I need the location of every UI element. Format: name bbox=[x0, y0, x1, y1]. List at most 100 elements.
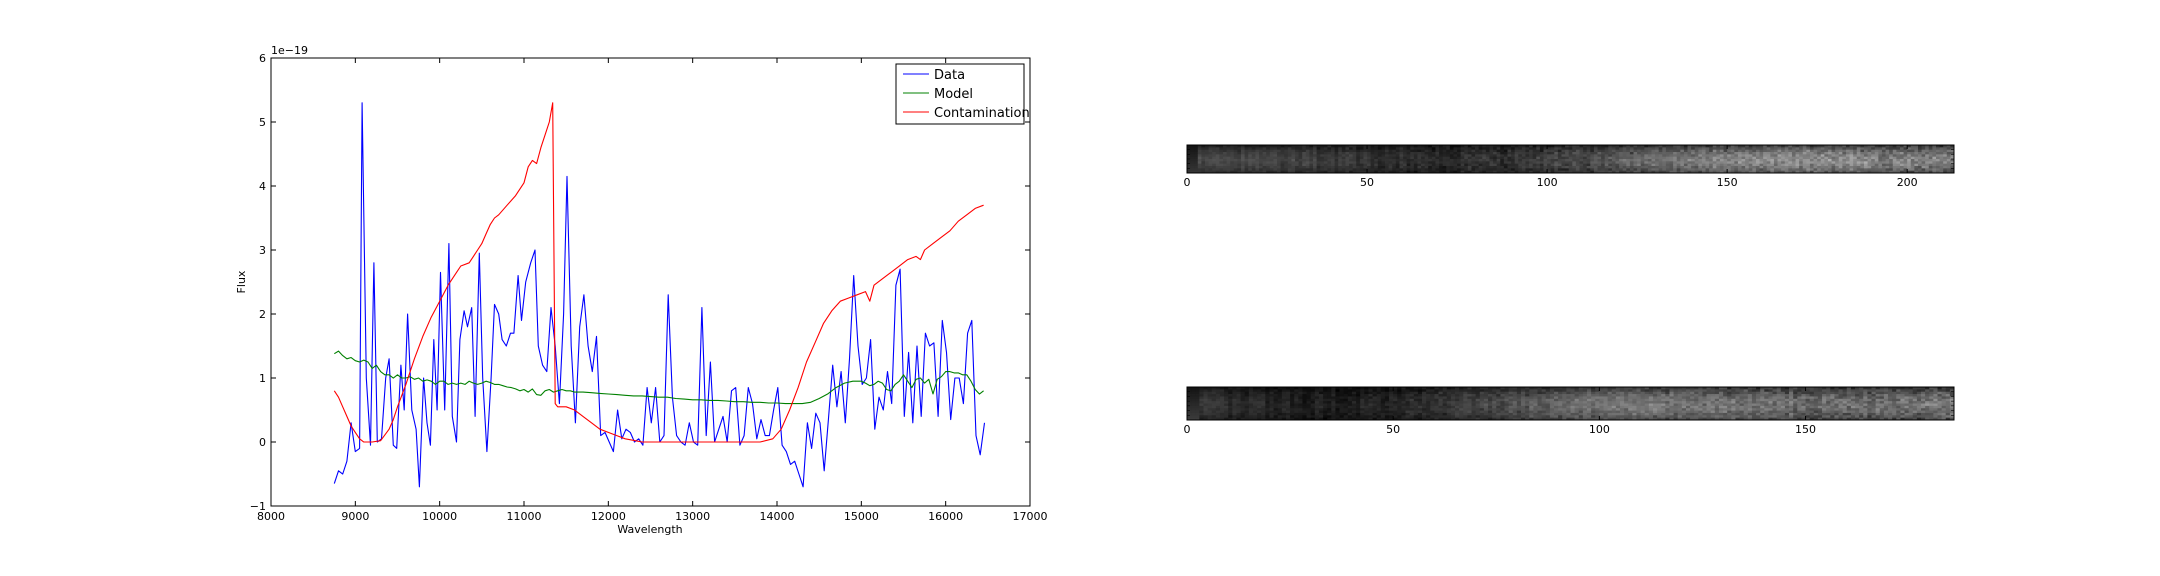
heatmap-cell bbox=[1554, 147, 1559, 151]
heatmap-cell bbox=[1195, 391, 1200, 395]
heatmap-cell bbox=[1731, 387, 1736, 390]
heatmap-cell bbox=[1932, 145, 1937, 148]
heatmap-cell bbox=[1813, 154, 1818, 158]
heatmap-cell bbox=[1881, 149, 1886, 153]
heatmap-cell bbox=[1516, 412, 1522, 416]
heatmap-cell bbox=[1568, 147, 1573, 151]
heatmap-cell bbox=[1813, 394, 1819, 397]
heatmap-cell bbox=[1529, 394, 1534, 397]
heatmap-cell bbox=[1251, 156, 1256, 160]
heatmap-cell bbox=[1723, 156, 1728, 160]
heatmap-cell bbox=[1730, 152, 1735, 155]
heatmap-cell bbox=[1446, 152, 1451, 155]
heatmap-cell bbox=[1842, 394, 1848, 397]
heatmap-cell bbox=[1845, 163, 1850, 167]
heatmap-cell bbox=[1632, 405, 1637, 409]
heatmap-cell bbox=[1430, 412, 1435, 416]
heatmap-cell bbox=[1372, 389, 1378, 393]
heatmap-cell bbox=[1389, 389, 1394, 393]
heatmap-cell bbox=[1859, 389, 1864, 393]
heatmap-cell bbox=[1380, 387, 1386, 390]
heatmap-cell bbox=[1608, 145, 1613, 148]
y-tick-label: 2 bbox=[259, 308, 266, 321]
heatmap-cell bbox=[1795, 161, 1800, 165]
heatmap-cell bbox=[1582, 389, 1588, 393]
heatmap-cell bbox=[1248, 394, 1254, 397]
heatmap-cell bbox=[1422, 405, 1427, 409]
heatmap-cell bbox=[1685, 415, 1691, 419]
heatmap-cell bbox=[1863, 147, 1868, 151]
heatmap-cell bbox=[1776, 387, 1782, 390]
heatmap-cell bbox=[1457, 170, 1462, 174]
heatmap-cell bbox=[1597, 166, 1602, 169]
heatmap-cell bbox=[1302, 149, 1307, 153]
heatmap-cell bbox=[1611, 170, 1616, 174]
heatmap-cell bbox=[1665, 170, 1670, 174]
heatmap-cell bbox=[1259, 170, 1264, 174]
heatmap-cell bbox=[1236, 410, 1241, 414]
heatmap-cell bbox=[1784, 405, 1790, 409]
heatmap-cell bbox=[1413, 154, 1418, 158]
heatmap-cell bbox=[1806, 163, 1811, 167]
heatmap-cell bbox=[1541, 405, 1547, 409]
heatmap-cell bbox=[1341, 156, 1346, 160]
heatmap-cell bbox=[1611, 396, 1617, 400]
heatmap-cell bbox=[1636, 408, 1641, 411]
heatmap-cell bbox=[1751, 387, 1757, 390]
heatmap-cell bbox=[1565, 170, 1570, 174]
heatmap-cell bbox=[1364, 415, 1369, 419]
heatmap-cell bbox=[1626, 149, 1631, 153]
heatmap-cell bbox=[1500, 166, 1505, 169]
heatmap-cell bbox=[1723, 403, 1728, 407]
heatmap-cell bbox=[1702, 387, 1707, 390]
heatmap-cell bbox=[1881, 147, 1886, 151]
heatmap-cell bbox=[1504, 412, 1510, 416]
heatmap-cell bbox=[1706, 396, 1712, 400]
heatmap-cell bbox=[1835, 166, 1840, 169]
heatmap-cell bbox=[1813, 156, 1818, 160]
heatmap-cell bbox=[1266, 161, 1271, 165]
heatmap-cell bbox=[1817, 398, 1823, 402]
heatmap-cell bbox=[1496, 398, 1501, 402]
heatmap-cell bbox=[1914, 147, 1919, 151]
heatmap-cell bbox=[1388, 170, 1393, 174]
heatmap-cell bbox=[1377, 152, 1382, 155]
heatmap-cell bbox=[1273, 170, 1278, 174]
heatmap-cell bbox=[1244, 394, 1250, 397]
heatmap-cell bbox=[1525, 401, 1530, 404]
heatmap-cell bbox=[1252, 408, 1258, 411]
heatmap-cell bbox=[1478, 149, 1483, 153]
heatmap-cell bbox=[1212, 149, 1217, 153]
heatmap-cell bbox=[1343, 417, 1349, 421]
heatmap-cell bbox=[1471, 394, 1477, 397]
heatmap-cell bbox=[1338, 170, 1343, 174]
heatmap-cell bbox=[1187, 147, 1191, 151]
heatmap-cell bbox=[1892, 166, 1897, 169]
heatmap-cell bbox=[1892, 170, 1897, 174]
heatmap-cell bbox=[1673, 387, 1679, 390]
heatmap-cell bbox=[1403, 168, 1408, 172]
heatmap-cell bbox=[1578, 417, 1584, 421]
heatmap-cell bbox=[1374, 168, 1379, 172]
heatmap-cell bbox=[1626, 163, 1631, 167]
heatmap-cell bbox=[1539, 163, 1544, 167]
heatmap-cell bbox=[1640, 145, 1645, 148]
heatmap-cell bbox=[1690, 415, 1695, 419]
heatmap-cell bbox=[1434, 403, 1439, 407]
heatmap-cell bbox=[1764, 405, 1769, 409]
heatmap-cell bbox=[1453, 161, 1458, 165]
heatmap-cell bbox=[1341, 161, 1346, 165]
heatmap-cell bbox=[1388, 161, 1393, 165]
heatmap-cell bbox=[1529, 391, 1534, 395]
heatmap-cell bbox=[1763, 152, 1768, 155]
heatmap-cell bbox=[1648, 394, 1654, 397]
heatmap-cell bbox=[1604, 145, 1609, 148]
heatmap-cell bbox=[1482, 152, 1487, 155]
heatmap-cell bbox=[1731, 408, 1736, 411]
heatmap-cell bbox=[1855, 408, 1860, 411]
heatmap-cell bbox=[1266, 152, 1271, 155]
heatmap-cell bbox=[1467, 156, 1472, 160]
heatmap-cell bbox=[1314, 412, 1320, 416]
heatmap-cell bbox=[1435, 156, 1440, 160]
heatmap-cell bbox=[1208, 149, 1213, 153]
